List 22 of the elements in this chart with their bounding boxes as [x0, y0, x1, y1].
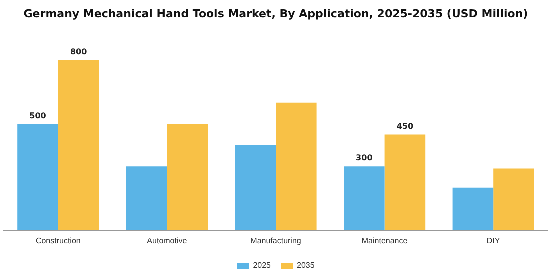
- bar: [58, 60, 100, 230]
- data-label: 800: [70, 48, 88, 57]
- x-tick-label: Manufacturing: [250, 236, 302, 246]
- bar: [235, 145, 276, 230]
- data-label: 450: [396, 122, 414, 131]
- bar: [384, 134, 426, 230]
- legend-label: 2035: [297, 261, 316, 270]
- x-tick-label: DIY: [486, 236, 501, 246]
- bar: [344, 166, 385, 230]
- bar: [126, 166, 168, 230]
- x-tick-label: Construction: [36, 236, 81, 246]
- bar: [167, 124, 208, 230]
- chart-title: Germany Mechanical Hand Tools Market, By Application, 2025-2035 (USD Million): [24, 7, 528, 20]
- bar: [452, 188, 494, 230]
- legend-label: 2025: [253, 261, 272, 270]
- x-tick-label: Maintenance: [362, 236, 408, 246]
- bar: [276, 102, 317, 230]
- bar: [494, 168, 534, 230]
- x-tick-label: Automotive: [147, 236, 188, 246]
- data-label: 500: [30, 111, 47, 120]
- data-label: 300: [356, 154, 374, 163]
- bar: [18, 124, 58, 230]
